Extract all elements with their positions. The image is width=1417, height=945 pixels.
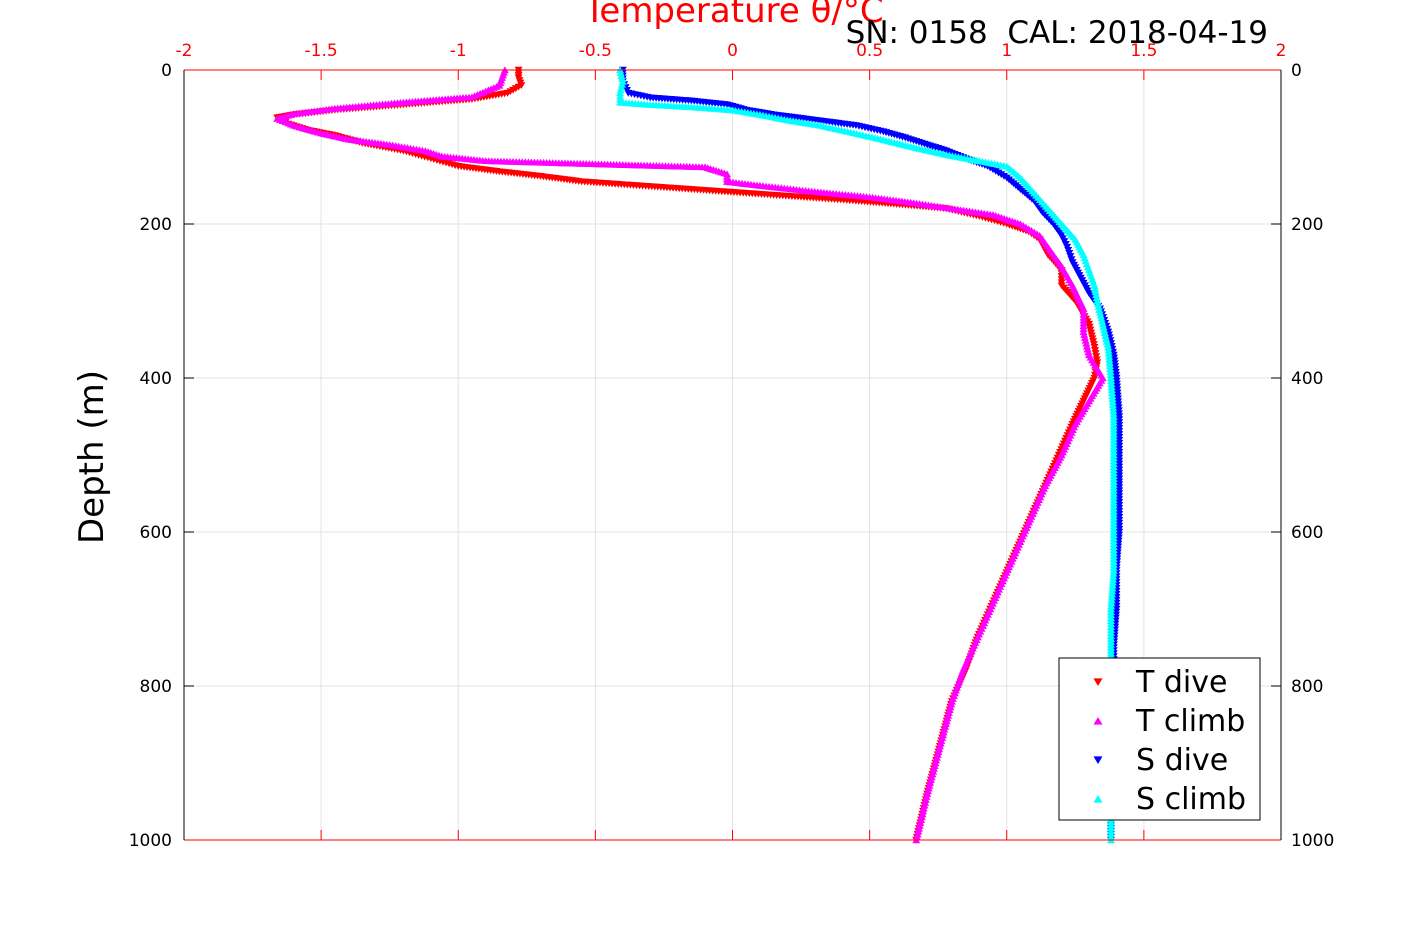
axis-frame	[183, 69, 1282, 841]
legend-marker	[1093, 716, 1103, 725]
data-point	[915, 821, 924, 829]
data-point	[912, 833, 921, 841]
series-t-climb	[273, 66, 1107, 844]
data-point	[919, 804, 928, 812]
data-point	[919, 807, 928, 815]
data-point	[914, 824, 923, 832]
x-tick-label: 1.5	[1130, 41, 1157, 61]
top-axis-title: Temperature θ/°C	[583, 0, 883, 31]
data-point	[1091, 288, 1100, 295]
data-point	[1100, 326, 1109, 334]
data-point	[616, 86, 625, 94]
legend-label: T dive	[1135, 665, 1227, 700]
data-point	[1083, 345, 1092, 353]
x-tick-label: 1	[1001, 41, 1012, 61]
data-point	[917, 816, 926, 823]
data-point	[1102, 334, 1111, 342]
data-point	[1094, 303, 1103, 310]
data-point	[618, 80, 627, 88]
y-tick-label-right: 400	[1291, 369, 1323, 389]
data-point	[1106, 371, 1115, 379]
y-tick-label-left: 200	[140, 215, 172, 235]
data-point	[913, 830, 922, 838]
data-point	[1105, 362, 1114, 369]
data-point	[617, 72, 626, 79]
data-point	[1103, 340, 1112, 348]
y-axis-title: Depth (m)	[72, 370, 112, 544]
data-point	[1106, 365, 1115, 372]
data-point	[1100, 329, 1109, 336]
legend-marker	[1093, 678, 1103, 687]
data-point	[1096, 311, 1105, 319]
data-point	[1099, 323, 1108, 331]
data-point	[920, 801, 929, 809]
x-tick-label: 2	[1276, 41, 1287, 61]
data-point	[1081, 336, 1090, 344]
y-tick-label-left: 800	[140, 677, 172, 697]
data-point	[1093, 297, 1102, 305]
data-point	[922, 793, 931, 800]
x-tick-label: -0.5	[579, 41, 612, 61]
data-point	[616, 69, 625, 77]
data-point	[1098, 320, 1107, 328]
data-point	[1095, 308, 1104, 316]
y-tick-label-right: 200	[1291, 215, 1323, 235]
data-point	[921, 795, 930, 803]
data-point	[914, 827, 923, 835]
data-point	[1097, 314, 1106, 322]
data-point	[1084, 348, 1093, 356]
data-point	[618, 77, 627, 85]
data-point	[1104, 346, 1113, 354]
x-tick-label: 0	[727, 41, 738, 61]
x-tick-label: -1.5	[305, 41, 338, 61]
data-point	[1092, 294, 1101, 302]
data-point	[1101, 332, 1110, 339]
y-tick-label-left: 0	[161, 61, 172, 81]
data-point	[1105, 355, 1114, 363]
data-point	[1106, 368, 1115, 376]
data-point	[921, 798, 930, 806]
legend-marker	[1093, 756, 1103, 765]
data-point	[617, 83, 626, 91]
data-point	[1104, 349, 1113, 357]
data-point	[917, 813, 926, 821]
data-point	[1095, 306, 1104, 313]
data-point	[1105, 352, 1114, 360]
legend: T dive T climb S dive S climb	[1058, 657, 1261, 821]
data-point	[1104, 343, 1113, 351]
y-tick-label-right: 1000	[1291, 831, 1334, 851]
y-tick-label-left: 1000	[129, 831, 172, 851]
y-tick-label-right: 600	[1291, 523, 1323, 543]
x-tick-label: 0.5	[856, 41, 883, 61]
legend-marker	[1093, 794, 1103, 803]
data-point	[1105, 359, 1114, 366]
legend-label: S climb	[1136, 782, 1246, 817]
legend-label: T climb	[1135, 704, 1245, 739]
annotation: SN: 0158 CAL: 2018-04-19	[846, 15, 1268, 51]
data-point	[618, 75, 627, 82]
data-point	[1080, 333, 1089, 341]
y-tick-label-right: 0	[1291, 61, 1302, 81]
x-tick-label: -2	[176, 41, 193, 61]
data-point	[1098, 317, 1107, 325]
y-tick-label-left: 600	[140, 523, 172, 543]
data-point	[1093, 300, 1102, 308]
data-point	[1091, 285, 1100, 292]
data-point	[1082, 342, 1091, 350]
data-point	[918, 810, 927, 818]
data-point	[1092, 291, 1101, 299]
data-point	[1082, 339, 1091, 347]
data-point	[1090, 282, 1099, 289]
data-point	[916, 819, 925, 826]
legend-box	[1058, 657, 1261, 821]
x-tick-label: -1	[450, 41, 467, 61]
y-tick-label-left: 400	[140, 369, 172, 389]
legend-label: S dive	[1136, 743, 1228, 778]
data-point	[923, 790, 932, 797]
data-point	[1079, 328, 1088, 335]
data-point	[1102, 337, 1111, 345]
data-point	[1080, 331, 1089, 338]
y-tick-label-right: 800	[1291, 677, 1323, 697]
